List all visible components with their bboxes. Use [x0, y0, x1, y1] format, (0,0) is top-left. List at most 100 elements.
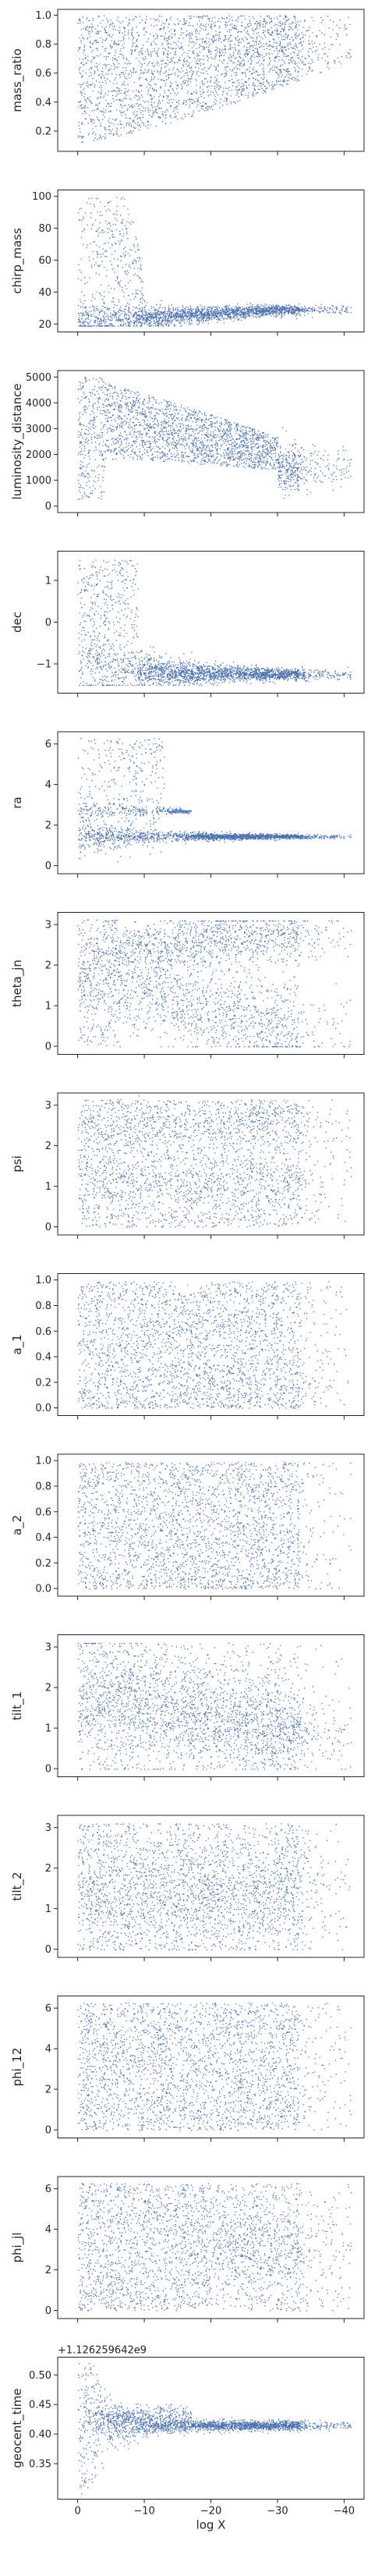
- data-point: [140, 84, 142, 87]
- data-point: [140, 298, 142, 300]
- data-point: [84, 277, 86, 279]
- data-point: [218, 37, 220, 40]
- data-point: [87, 315, 89, 317]
- data-point: [228, 31, 230, 33]
- data-point: [232, 310, 234, 311]
- data-point: [157, 102, 159, 104]
- data-point: [80, 271, 82, 273]
- data-point: [180, 34, 182, 36]
- data-point: [94, 241, 96, 243]
- data-point: [191, 32, 193, 34]
- data-point: [132, 263, 133, 264]
- data-point: [189, 38, 191, 40]
- data-point: [136, 16, 137, 18]
- data-point: [140, 126, 142, 128]
- data-point: [203, 41, 205, 43]
- data-point: [88, 314, 90, 317]
- data-point: [119, 282, 120, 284]
- data-point: [145, 305, 147, 307]
- data-point: [304, 306, 306, 307]
- data-point: [240, 94, 242, 96]
- data-point: [154, 316, 156, 318]
- data-point: [216, 49, 218, 51]
- data-point: [173, 99, 175, 101]
- data-point: [177, 309, 179, 310]
- data-point: [275, 71, 277, 73]
- data-point: [154, 322, 156, 324]
- data-point: [78, 106, 80, 108]
- data-point: [186, 101, 187, 103]
- data-point: [214, 76, 216, 78]
- data-point: [229, 54, 231, 55]
- data-point: [84, 282, 86, 285]
- data-point: [174, 116, 175, 119]
- data-point: [150, 76, 153, 78]
- data-point: [247, 60, 249, 62]
- data-point: [140, 62, 142, 64]
- data-point: [120, 104, 122, 105]
- data-point: [104, 77, 105, 79]
- data-point: [82, 141, 83, 143]
- data-point: [286, 74, 288, 76]
- data-point: [298, 312, 299, 314]
- data-point: [80, 258, 82, 260]
- data-point: [210, 91, 212, 93]
- data-point: [91, 30, 94, 32]
- data-point: [81, 315, 83, 317]
- data-point: [300, 41, 302, 43]
- data-point: [119, 232, 121, 235]
- data-point: [133, 105, 135, 107]
- data-point: [115, 130, 118, 133]
- data-point: [290, 74, 292, 76]
- data-point: [279, 310, 281, 313]
- data-point: [246, 87, 248, 89]
- data-point: [298, 52, 299, 54]
- data-point: [147, 62, 149, 64]
- data-point: [136, 325, 138, 327]
- data-point: [207, 307, 209, 309]
- data-point: [95, 32, 97, 34]
- data-point: [322, 310, 324, 311]
- data-point: [230, 60, 232, 62]
- data-point: [124, 27, 126, 29]
- data-point: [221, 310, 223, 312]
- data-point: [275, 308, 277, 310]
- data-point: [140, 290, 141, 293]
- data-point: [137, 293, 139, 295]
- data-point: [270, 60, 271, 62]
- data-point: [256, 62, 258, 64]
- data-point: [124, 254, 126, 256]
- data-point: [139, 314, 140, 316]
- data-point: [90, 60, 93, 62]
- data-point: [108, 69, 110, 71]
- data-point: [168, 308, 170, 310]
- data-point: [180, 47, 182, 48]
- data-point: [142, 312, 143, 314]
- data-point: [112, 98, 114, 100]
- data-point: [278, 305, 281, 307]
- data-point: [285, 34, 287, 36]
- data-point: [250, 311, 252, 313]
- data-point: [86, 314, 87, 315]
- data-point: [157, 35, 158, 37]
- data-point: [110, 225, 111, 226]
- data-point: [197, 100, 199, 101]
- data-point: [168, 319, 170, 321]
- data-point: [196, 71, 197, 73]
- data-point: [247, 94, 249, 97]
- data-point: [215, 309, 217, 310]
- data-point: [182, 64, 184, 66]
- data-point: [222, 62, 224, 64]
- data-point: [215, 315, 217, 317]
- data-point: [91, 120, 93, 122]
- data-point: [125, 271, 126, 273]
- data-point: [240, 319, 242, 321]
- data-point: [207, 106, 209, 108]
- data-point: [121, 255, 122, 257]
- data-point: [130, 75, 133, 76]
- data-point: [117, 259, 119, 261]
- data-point: [191, 114, 193, 115]
- data-point: [85, 310, 87, 311]
- data-point: [124, 308, 126, 310]
- data-point: [279, 69, 281, 71]
